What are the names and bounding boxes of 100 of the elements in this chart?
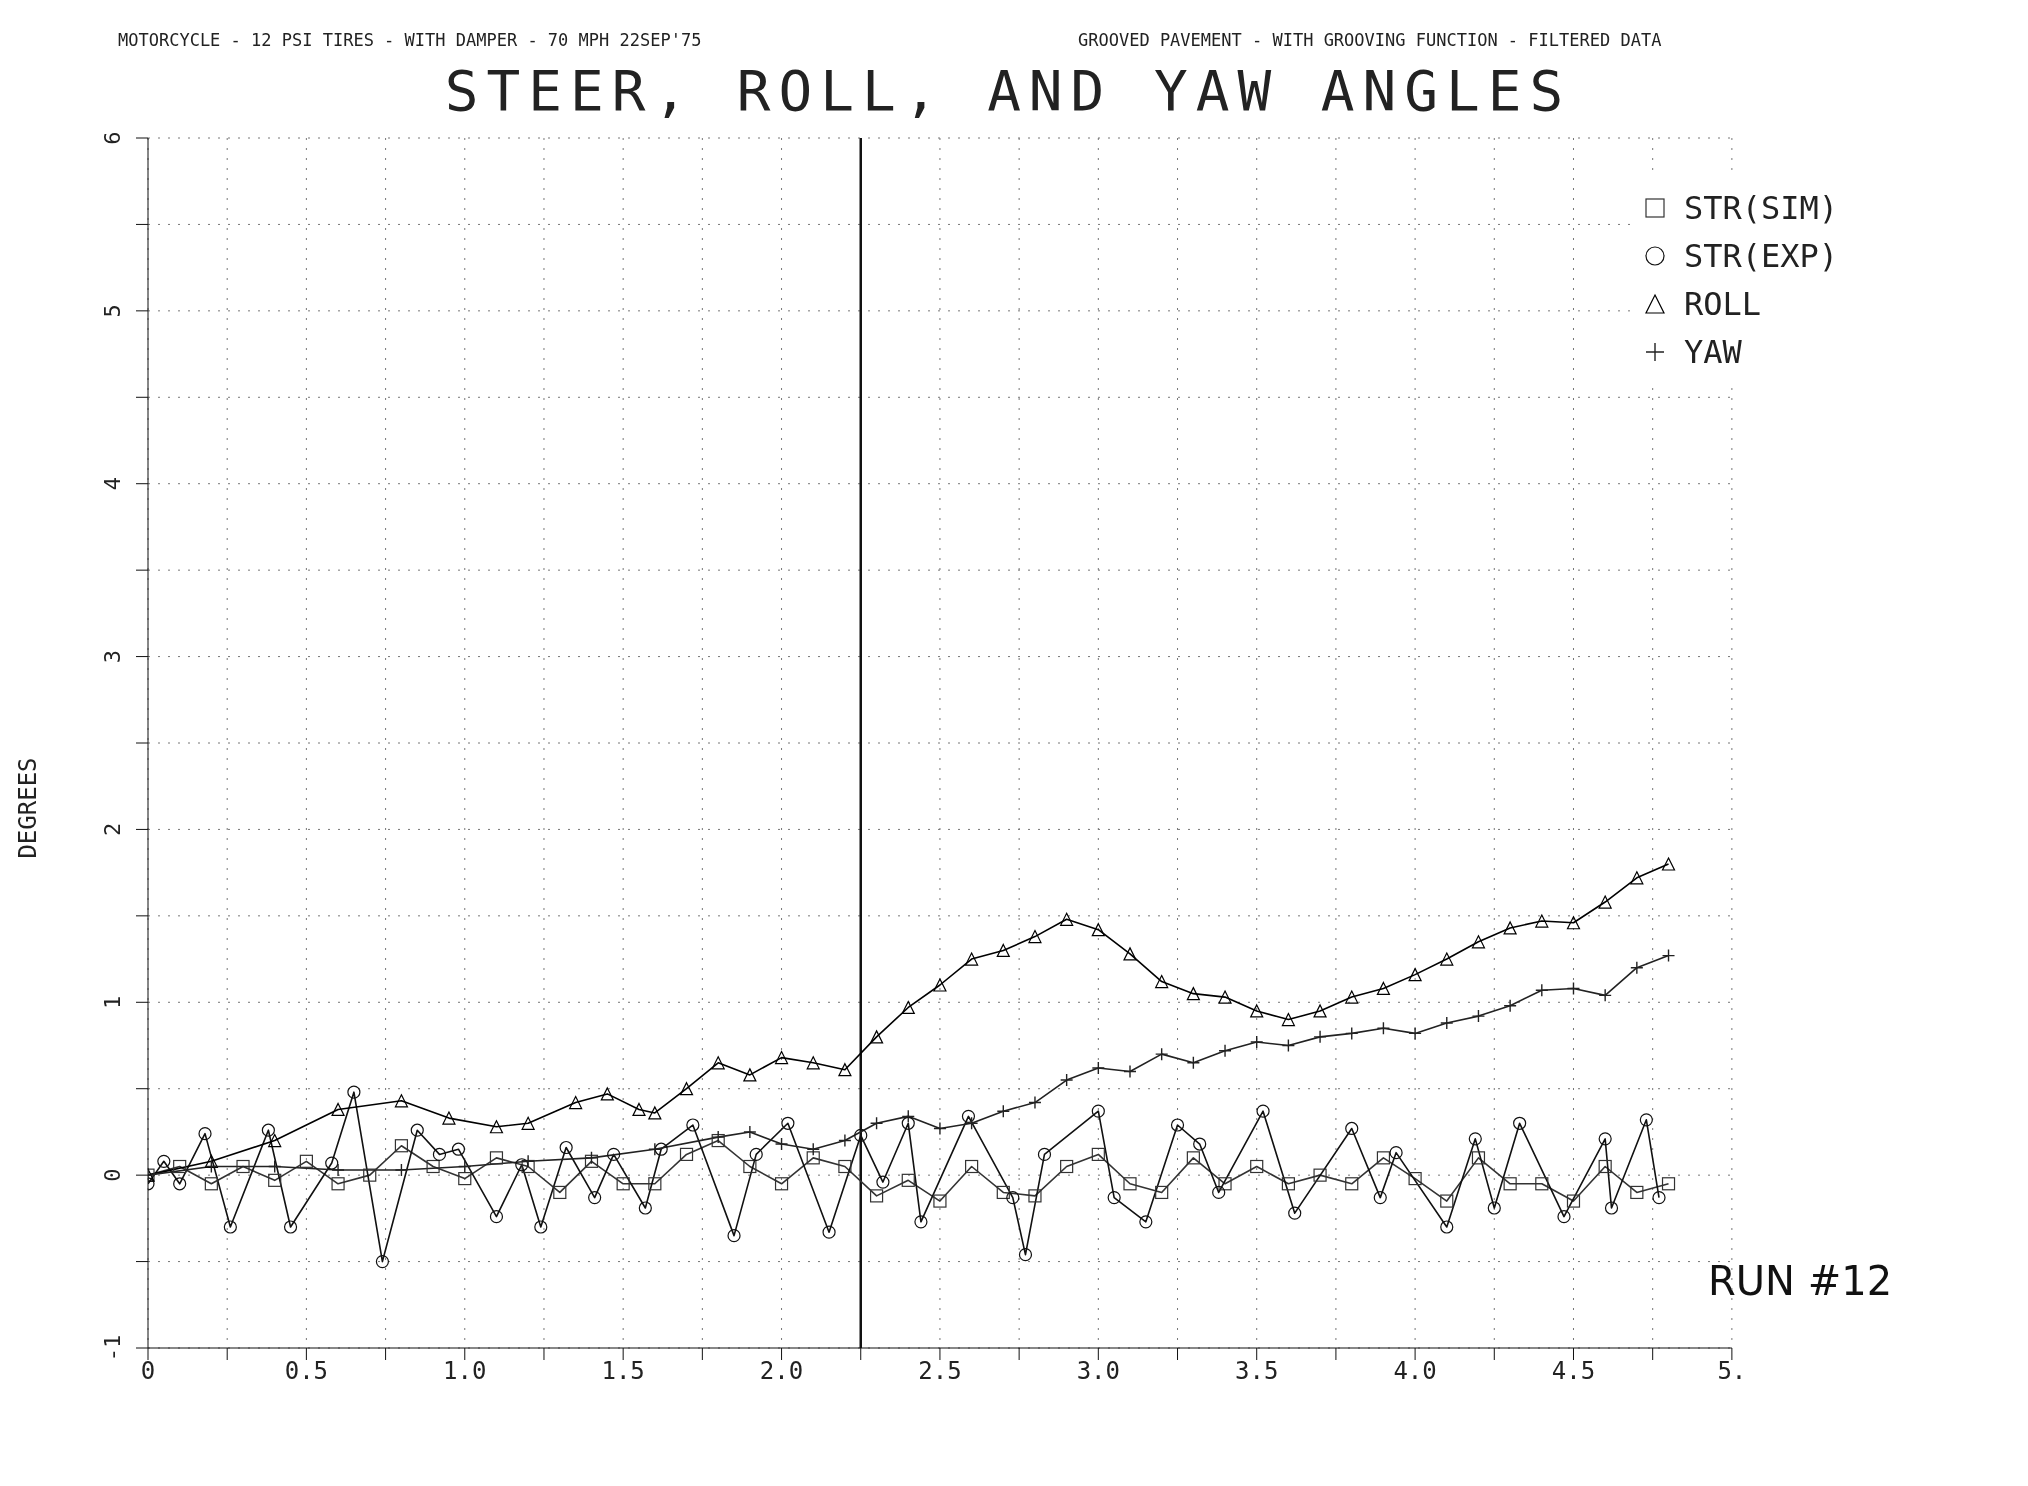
point — [806, 1056, 820, 1070]
point — [458, 1159, 472, 1174]
point — [442, 1111, 456, 1125]
point — [261, 1123, 275, 1137]
point — [869, 1189, 884, 1203]
point — [489, 1151, 504, 1165]
point — [1513, 1116, 1527, 1130]
point — [996, 1104, 1010, 1118]
point — [1440, 1016, 1454, 1030]
point — [1170, 1118, 1185, 1132]
y-tick-label: 4 — [100, 477, 125, 491]
y-tick-label: 3 — [100, 649, 125, 664]
point — [1566, 1194, 1581, 1208]
point — [648, 1177, 662, 1191]
point — [458, 1172, 472, 1186]
point — [236, 1159, 250, 1174]
point — [965, 1159, 979, 1174]
point — [876, 1175, 890, 1189]
point — [432, 1147, 447, 1161]
point — [1468, 1132, 1482, 1146]
point — [1123, 1064, 1137, 1079]
point — [1345, 990, 1359, 1004]
point — [204, 1177, 218, 1191]
point — [964, 1116, 979, 1130]
point — [1218, 990, 1232, 1004]
y-tick-label: 6 — [100, 131, 125, 145]
point — [1503, 921, 1517, 935]
point — [711, 1133, 725, 1148]
x-tick-label: 2.0 — [759, 1357, 804, 1386]
point — [1535, 983, 1549, 997]
point — [1630, 871, 1644, 885]
point — [1376, 1151, 1391, 1165]
point — [1471, 1151, 1486, 1165]
point — [268, 1159, 282, 1174]
point — [1256, 1104, 1270, 1118]
point — [1313, 1168, 1327, 1182]
point — [331, 1163, 345, 1177]
point — [1155, 1185, 1169, 1200]
point — [1604, 1201, 1619, 1215]
point — [1060, 912, 1074, 926]
point — [901, 1109, 915, 1124]
point — [1639, 1113, 1653, 1127]
point — [1566, 981, 1581, 996]
legend-label: ROLL — [1683, 285, 1761, 323]
point — [204, 1159, 219, 1174]
point — [638, 1201, 652, 1215]
point — [1218, 1043, 1232, 1058]
point — [1630, 1185, 1644, 1200]
point — [451, 1142, 466, 1156]
point — [1661, 1177, 1676, 1191]
point — [1652, 1191, 1666, 1205]
point — [961, 1109, 976, 1123]
point — [1186, 1056, 1201, 1070]
point — [325, 1156, 339, 1170]
point — [933, 978, 947, 992]
point — [654, 1142, 668, 1156]
point — [1091, 1147, 1105, 1161]
y-tick-label: 5 — [100, 304, 125, 318]
point — [1028, 930, 1042, 944]
point — [933, 1121, 947, 1136]
point — [534, 1220, 548, 1234]
point — [410, 1123, 424, 1137]
point — [489, 1120, 504, 1134]
point — [394, 1094, 409, 1108]
point — [749, 1147, 763, 1161]
point — [1408, 968, 1422, 982]
x-tick-label: 1.0 — [443, 1357, 487, 1386]
point — [1440, 952, 1454, 966]
point — [1345, 1177, 1359, 1191]
x-tick-label: 2.5 — [918, 1357, 962, 1386]
point — [375, 1254, 390, 1269]
point — [1155, 974, 1169, 989]
point — [1440, 1194, 1454, 1208]
point — [283, 1220, 298, 1234]
point — [1630, 961, 1644, 975]
point — [331, 1102, 345, 1117]
point — [1250, 1035, 1264, 1049]
point — [838, 1063, 852, 1077]
point — [521, 1159, 535, 1174]
point — [1566, 916, 1581, 930]
point — [331, 1177, 345, 1191]
point — [901, 1116, 915, 1130]
point — [901, 1173, 915, 1187]
point — [679, 1147, 694, 1161]
point — [727, 1229, 741, 1243]
point — [1218, 1177, 1232, 1191]
point — [1212, 1185, 1226, 1200]
point — [1373, 1191, 1387, 1205]
x-tick-label: 1.5 — [601, 1357, 645, 1386]
point — [1661, 857, 1676, 871]
point — [679, 1082, 694, 1096]
point — [1376, 1021, 1391, 1035]
point — [1060, 1159, 1074, 1174]
point — [869, 1030, 884, 1044]
point — [1313, 1004, 1327, 1018]
point — [996, 943, 1010, 958]
point — [1123, 947, 1137, 961]
point — [632, 1102, 646, 1117]
point — [774, 1051, 789, 1065]
point — [347, 1085, 361, 1099]
